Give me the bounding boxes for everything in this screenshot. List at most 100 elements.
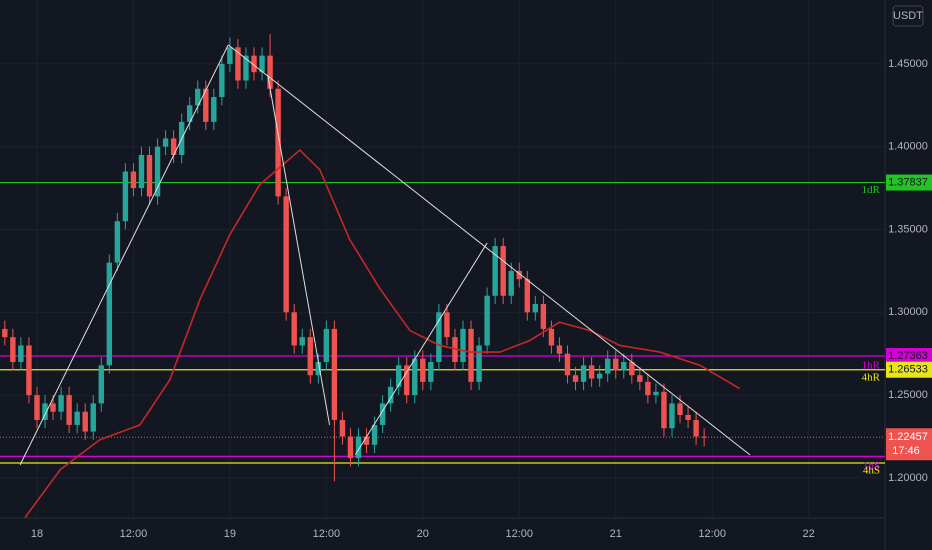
candle-body — [371, 424, 378, 445]
x-tick-label: 20 — [417, 528, 429, 540]
candle-body — [629, 362, 635, 376]
candle-body — [98, 365, 104, 404]
candle-body — [299, 337, 305, 346]
candle-body — [122, 171, 129, 222]
candle-body — [580, 365, 587, 382]
candle-body — [275, 88, 281, 197]
candle-body — [613, 358, 619, 371]
candle-body — [532, 304, 539, 313]
candle-body — [669, 403, 675, 429]
y-tick-label: 1.35000 — [888, 223, 928, 235]
x-tick-label: 12:00 — [505, 528, 533, 540]
x-tick-label: 21 — [610, 528, 622, 540]
candle-body — [90, 403, 96, 432]
candle-body — [500, 246, 506, 296]
x-tick-label: 12:00 — [698, 528, 726, 540]
candle-body — [621, 362, 627, 371]
candle-body — [540, 304, 547, 329]
candle-body — [379, 403, 386, 425]
x-tick-label: 18 — [31, 528, 43, 540]
candle-body — [548, 328, 555, 346]
currency-label: USDT — [893, 10, 923, 22]
candle-body — [211, 97, 217, 122]
candle-body — [2, 328, 8, 338]
candle-body — [556, 345, 563, 354]
candle-body — [444, 312, 450, 338]
candle-body — [476, 345, 482, 382]
candle-body — [492, 246, 498, 296]
candle-body — [508, 270, 514, 296]
y-tick-label: 1.20000 — [888, 472, 928, 484]
level-price-label: 1.27363 — [888, 350, 928, 362]
candle-body — [50, 403, 56, 412]
candle-body — [18, 345, 24, 363]
countdown-label: 17:46 — [892, 445, 920, 457]
candle-body — [395, 365, 402, 387]
candle-body — [82, 411, 88, 432]
candle-body — [693, 419, 699, 437]
level-price-label: 1.26533 — [888, 364, 928, 376]
candle-body — [170, 138, 177, 156]
candle-body — [203, 88, 209, 122]
candle-body — [162, 138, 169, 147]
last-price-label: 1.22457 — [888, 431, 928, 443]
x-tick-label: 19 — [224, 528, 236, 540]
y-tick-label: 1.30000 — [888, 306, 928, 318]
candle-body — [106, 262, 113, 366]
x-tick-label: 22 — [803, 528, 815, 540]
candle-body — [645, 381, 651, 396]
candle-body — [74, 411, 80, 425]
candle-body — [677, 403, 683, 415]
currency-box[interactable] — [892, 5, 924, 27]
candle-body — [428, 362, 434, 382]
candle-body — [404, 365, 410, 396]
candle-body — [130, 171, 137, 189]
candle-body — [637, 375, 643, 382]
candle-body — [227, 47, 233, 64]
trendline — [267, 74, 331, 426]
level-tag: 4hS — [863, 465, 880, 477]
candle-body — [26, 345, 32, 396]
candle-body — [701, 436, 707, 438]
candle-body — [267, 55, 273, 89]
candle-body — [363, 436, 370, 445]
level-price-box — [886, 347, 932, 364]
candle-body — [484, 295, 490, 346]
candle-body — [187, 105, 193, 122]
y-tick-label: 1.45000 — [888, 58, 928, 70]
candle-body — [596, 373, 603, 379]
candle-body — [243, 55, 249, 81]
trendline — [354, 242, 488, 456]
candle-body — [283, 196, 289, 313]
candle-body — [323, 328, 330, 363]
candle-body — [315, 362, 322, 376]
candle-body — [387, 386, 394, 404]
candle-body — [146, 155, 153, 197]
candle-body — [114, 221, 121, 263]
candle-body — [516, 270, 522, 280]
level-price-box — [886, 361, 932, 378]
candle-body — [219, 63, 225, 98]
level-price-label: 1.37837 — [888, 176, 928, 188]
candle-body — [436, 312, 442, 363]
candle-body — [195, 88, 201, 106]
x-tick-label: 12:00 — [120, 528, 148, 540]
candle-body — [339, 419, 346, 437]
trendline — [227, 44, 751, 456]
candle-body — [355, 436, 362, 459]
candle-body — [138, 155, 145, 189]
plot-area — [0, 0, 885, 519]
moving-average — [24, 148, 740, 519]
y-tick-label: 1.25000 — [888, 389, 928, 401]
candle-body — [251, 55, 257, 73]
candle-body — [653, 391, 659, 396]
candle-body — [564, 353, 571, 376]
candle-body — [661, 391, 667, 429]
y-tick-label: 1.40000 — [888, 141, 928, 153]
candle-body — [307, 337, 313, 376]
level-tag: 1hS — [863, 460, 880, 472]
trendline — [19, 44, 229, 466]
